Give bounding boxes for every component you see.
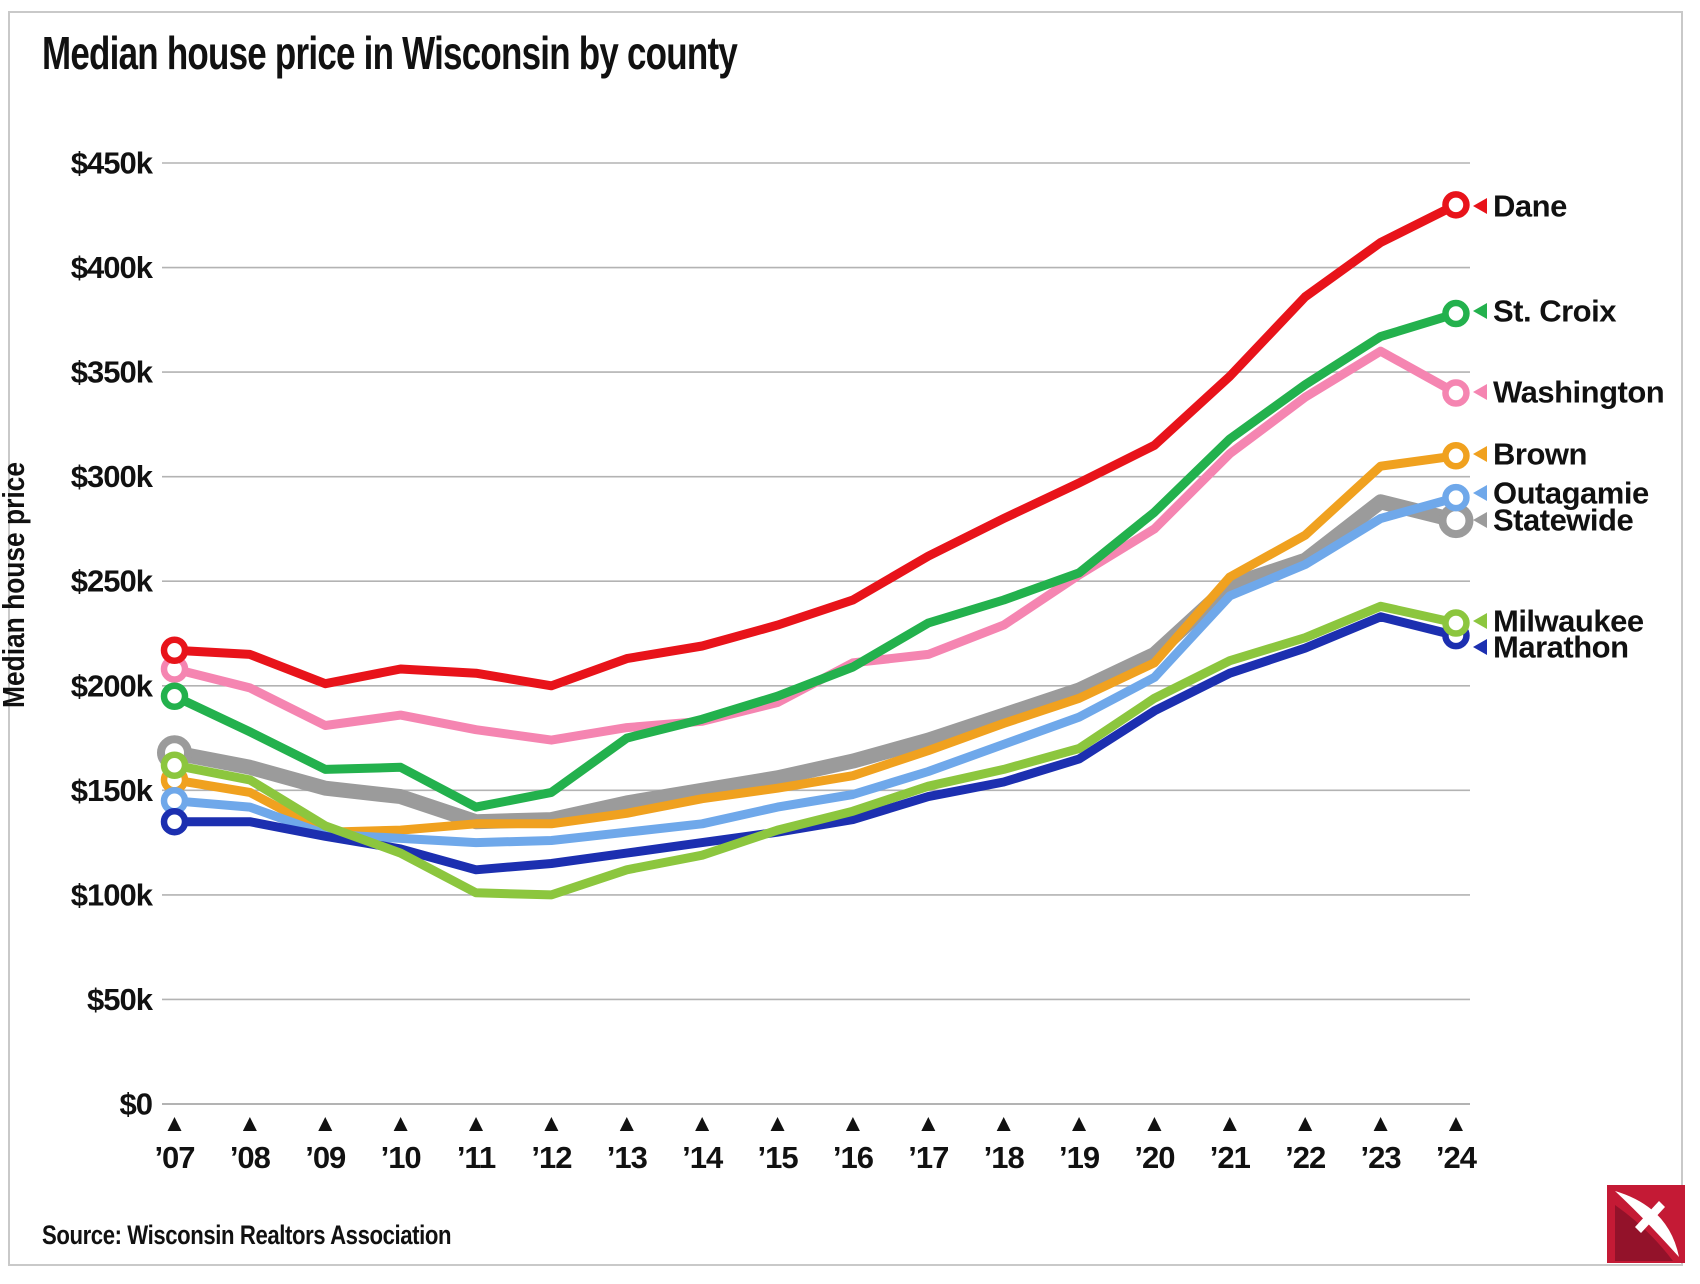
x-tick-label: ’15: [757, 1140, 798, 1175]
tick-arrow-icon: [996, 1117, 1011, 1131]
series-label-brown: Brown: [1493, 437, 1587, 472]
series-line-outagamie: [170, 493, 1461, 848]
series-line-statewide: [167, 494, 1464, 830]
x-tick-label: ’16: [833, 1140, 874, 1175]
series-label-arrow-icon-brown: [1473, 446, 1487, 462]
series-label-statewide: Statewide: [1493, 503, 1633, 538]
series-label-arrow-icon-outagamie: [1473, 485, 1487, 501]
tick-arrow-icon: [1147, 1117, 1162, 1131]
x-tick-label: ’22: [1285, 1140, 1325, 1175]
series-label-st-croix: St. Croix: [1493, 294, 1617, 329]
series-label-arrow-icon-st-croix: [1473, 303, 1487, 319]
series-end-marker-st-croix: [1442, 299, 1470, 328]
series-label-marathon: Marathon: [1493, 630, 1629, 665]
series-line-brown: [170, 451, 1461, 837]
series-start-marker-milwaukee: [160, 751, 189, 779]
x-tick-label: ’11: [457, 1140, 496, 1175]
source-note: Source: Wisconsin Realtors Association: [42, 1220, 452, 1250]
y-tick-label: $250k: [71, 564, 154, 599]
series-label-arrow-icon-statewide: [1473, 512, 1487, 528]
tick-arrow-icon: [845, 1117, 860, 1131]
series-end-marker-milwaukee: [1442, 609, 1470, 637]
x-tick-label: ’08: [230, 1140, 271, 1175]
y-tick-label: $350k: [71, 355, 154, 390]
x-tick-label: ’07: [154, 1140, 194, 1175]
series-line-st-croix: [170, 309, 1461, 812]
tick-arrow-icon: [167, 1117, 182, 1131]
series-end-marker-brown: [1442, 442, 1470, 470]
series-label-dane: Dane: [1493, 189, 1567, 224]
series-label-arrow-icon-milwaukee: [1473, 613, 1487, 629]
tick-arrow-icon: [393, 1117, 408, 1131]
tick-arrow-icon: [921, 1117, 936, 1131]
y-tick-label: $0: [120, 1087, 152, 1122]
x-tick-label: ’09: [305, 1140, 346, 1175]
y-tick-label: $50k: [87, 982, 154, 1017]
series-end-marker-dane: [1442, 191, 1470, 219]
y-tick-label: $100k: [71, 877, 154, 912]
x-tick-label: ’14: [682, 1140, 724, 1175]
publisher-logo: [1607, 1185, 1685, 1263]
y-tick-label: $300k: [71, 459, 154, 494]
series-start-marker-st-croix: [160, 682, 189, 710]
series-end-marker-washington: [1442, 379, 1470, 407]
x-tick-label: ’19: [1059, 1140, 1100, 1175]
tick-arrow-icon: [469, 1117, 484, 1131]
y-tick-label: $400k: [71, 250, 154, 285]
tick-arrow-icon: [1448, 1117, 1463, 1131]
series-label-arrow-icon-washington: [1473, 384, 1487, 400]
x-tick-label: ’18: [984, 1140, 1025, 1175]
y-tick-label: $450k: [71, 146, 154, 181]
pickaxe-icon: [1607, 1185, 1685, 1263]
series-label-arrow-icon-dane: [1473, 198, 1487, 214]
series-start-marker-dane: [160, 636, 189, 664]
tick-arrow-icon: [619, 1117, 634, 1131]
x-tick-label: ’20: [1134, 1140, 1174, 1175]
series-line-milwaukee: [170, 601, 1461, 900]
tick-arrow-icon: [770, 1117, 785, 1131]
tick-arrow-icon: [1298, 1117, 1313, 1131]
x-tick-label: ’13: [607, 1140, 648, 1175]
tick-arrow-icon: [1222, 1117, 1237, 1131]
x-tick-label: ’24: [1436, 1140, 1478, 1175]
series-label-arrow-icon-marathon: [1473, 639, 1487, 655]
x-tick-label: ’12: [531, 1140, 571, 1175]
x-tick-label: ’23: [1361, 1140, 1402, 1175]
chart-title: Median house price in Wisconsin by count…: [42, 27, 738, 79]
tick-arrow-icon: [1373, 1117, 1388, 1131]
series-label-washington: Washington: [1493, 375, 1664, 410]
series-end-marker-outagamie: [1442, 483, 1470, 512]
tick-arrow-icon: [242, 1117, 257, 1131]
x-tick-label: ’21: [1210, 1140, 1251, 1175]
series-label-outagamie: Outagamie: [1493, 476, 1649, 511]
series-line-dane: [170, 200, 1461, 691]
series-start-marker-marathon: [160, 807, 189, 836]
x-tick-label: ’10: [381, 1140, 421, 1175]
tick-arrow-icon: [695, 1117, 710, 1131]
tick-arrow-icon: [1072, 1117, 1087, 1131]
series-label-milwaukee: Milwaukee: [1493, 604, 1644, 639]
x-tick-label: ’17: [908, 1140, 948, 1175]
y-tick-label: $150k: [71, 773, 154, 808]
tick-arrow-icon: [318, 1117, 333, 1131]
tick-arrow-icon: [544, 1117, 559, 1131]
y-tick-label: $200k: [71, 668, 154, 703]
